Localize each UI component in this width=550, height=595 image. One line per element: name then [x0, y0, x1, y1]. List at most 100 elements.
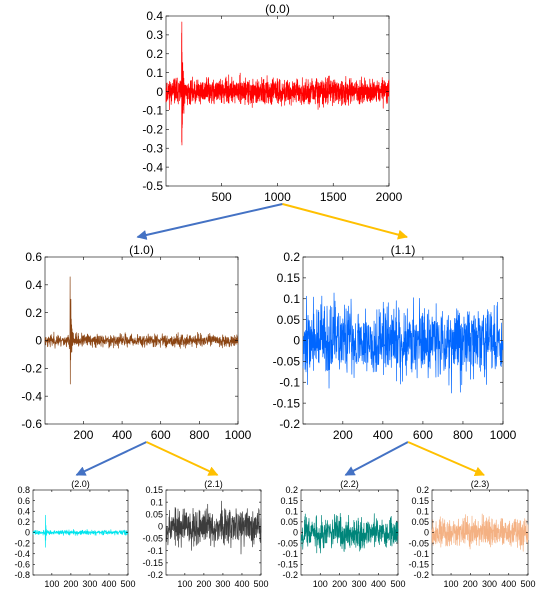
y-tick-label: -0.8 — [14, 570, 30, 580]
y-tick-label: 0.6 — [25, 250, 42, 264]
arrow-p10-to-p21 — [146, 441, 219, 476]
y-tick-label: -0.5 — [142, 179, 163, 193]
y-tick-label: 0 — [158, 522, 163, 532]
y-tick-label: 0.1 — [283, 292, 300, 306]
chart-title: (2.1) — [204, 479, 223, 489]
y-tick-label: -0.2 — [279, 417, 300, 431]
y-tick-label: -0.1 — [282, 549, 298, 559]
y-tick-label: 0 — [293, 334, 300, 348]
arrow-p10-to-p20 — [75, 441, 147, 476]
y-tick-label: 0.05 — [411, 517, 429, 527]
x-tick-label: 400 — [371, 579, 386, 589]
x-tick-label: 400 — [234, 579, 249, 589]
x-tick-label: 100 — [44, 579, 59, 589]
y-tick-label: -0.2 — [142, 123, 163, 137]
y-tick-label: 0.2 — [416, 485, 429, 495]
y-tick-label: -0.2 — [147, 570, 163, 580]
y-tick-label: 0.2 — [283, 250, 300, 264]
y-tick-label: -0.1 — [142, 104, 163, 118]
y-tick-label: -0.05 — [273, 355, 301, 369]
x-tick-label: 1000 — [225, 428, 252, 442]
y-tick-label: 0 — [424, 528, 429, 538]
x-tick-label: 200 — [196, 579, 211, 589]
y-tick-label: -0.4 — [21, 389, 42, 403]
y-tick-label: 0.15 — [411, 496, 429, 506]
chart-title: (2.2) — [340, 479, 359, 489]
chart-title: (1.0) — [129, 243, 154, 257]
x-tick-label: 600 — [413, 428, 433, 442]
y-tick-label: -0.05 — [142, 534, 163, 544]
chart-title: (1.1) — [391, 243, 416, 257]
x-tick-label: 300 — [482, 579, 497, 589]
y-tick-label: 0.4 — [25, 278, 42, 292]
series-line — [300, 513, 399, 554]
x-tick-label: 300 — [215, 579, 230, 589]
x-tick-label: 100 — [313, 579, 328, 589]
x-tick-label: 600 — [151, 428, 171, 442]
arrow-p00-to-p11 — [282, 203, 408, 240]
y-tick-label: -0.1 — [279, 375, 300, 389]
chart-p11: -0.2 -0.15 -0.1 -0.05 0 0.05 0.1 0.15 0.2 200 400 6… — [273, 243, 517, 442]
chart-title: (0.0) — [265, 2, 290, 16]
y-tick-label: 0.1 — [416, 506, 429, 516]
y-tick-label: -0.15 — [273, 396, 301, 410]
x-tick-label: 200 — [333, 428, 353, 442]
y-tick-label: 0 — [35, 334, 42, 348]
chart-p00: -0.5 -0.4 -0.3 -0.2 -0.1 0 0.1 0.2 0.3 0.4 500 1000… — [142, 2, 402, 204]
arrow-p11-to-p23 — [407, 441, 485, 477]
series-line — [44, 276, 239, 385]
y-tick-label: 0.2 — [146, 47, 163, 61]
series-line — [32, 514, 129, 548]
y-tick-label: 0.8 — [17, 485, 30, 495]
x-tick-label: 500 — [120, 579, 135, 589]
series-line — [302, 292, 504, 394]
y-tick-label: -0.2 — [282, 570, 298, 580]
y-tick-label: -0.6 — [14, 560, 30, 570]
y-tick-label: 0 — [156, 85, 163, 99]
series-line — [165, 21, 390, 146]
y-tick-label: 0.15 — [280, 496, 298, 506]
x-tick-label: 1500 — [320, 190, 347, 204]
y-tick-label: -0.6 — [21, 417, 42, 431]
y-tick-label: 0 — [25, 528, 30, 538]
x-tick-label: 100 — [444, 579, 459, 589]
x-tick-label: 200 — [63, 579, 78, 589]
x-tick-label: 200 — [332, 579, 347, 589]
x-tick-label: 200 — [463, 579, 478, 589]
chart-title: (2.3) — [471, 479, 490, 489]
x-tick-label: 400 — [501, 579, 516, 589]
chart-p20: -0.8-0.6-0.4-0.200.20.40.60.8 100 200 300 40… — [14, 479, 135, 589]
y-tick-label: -0.15 — [277, 560, 298, 570]
series-line — [165, 500, 262, 555]
arrow-p00-to-p10 — [136, 203, 283, 240]
series-line — [431, 513, 529, 552]
y-tick-label: 0.15 — [277, 271, 301, 285]
x-tick-label: 1000 — [264, 190, 291, 204]
y-tick-label: 0.1 — [285, 506, 298, 516]
y-tick-label: 0.05 — [277, 313, 301, 327]
arrow-p11-to-p22 — [344, 441, 409, 476]
y-tick-label: 0.1 — [150, 497, 163, 507]
x-tick-label: 300 — [352, 579, 367, 589]
y-tick-label: -0.3 — [142, 141, 163, 155]
x-tick-label: 500 — [212, 190, 232, 204]
y-tick-label: 0.15 — [145, 485, 163, 495]
x-tick-label: 2000 — [376, 190, 403, 204]
y-tick-label: 0.4 — [17, 506, 30, 516]
chart-p21: -0.2 -0.15 -0.1 -0.05 0 0.05 0.1 0.15 100 200 300 4… — [142, 479, 268, 589]
y-tick-label: 0.05 — [280, 517, 298, 527]
y-tick-label: 0.05 — [145, 509, 163, 519]
y-tick-label: 0.2 — [17, 517, 30, 527]
x-tick-label: 500 — [253, 579, 268, 589]
y-tick-label: -0.1 — [413, 549, 429, 559]
x-tick-label: 1000 — [490, 428, 517, 442]
y-tick-label: -0.4 — [142, 160, 163, 174]
y-tick-label: -0.2 — [21, 362, 42, 376]
y-tick-label: -0.15 — [142, 558, 163, 568]
y-tick-label: 0.3 — [146, 28, 163, 42]
y-tick-label: -0.2 — [14, 538, 30, 548]
y-tick-label: -0.4 — [14, 549, 30, 559]
y-tick-label: -0.2 — [413, 570, 429, 580]
